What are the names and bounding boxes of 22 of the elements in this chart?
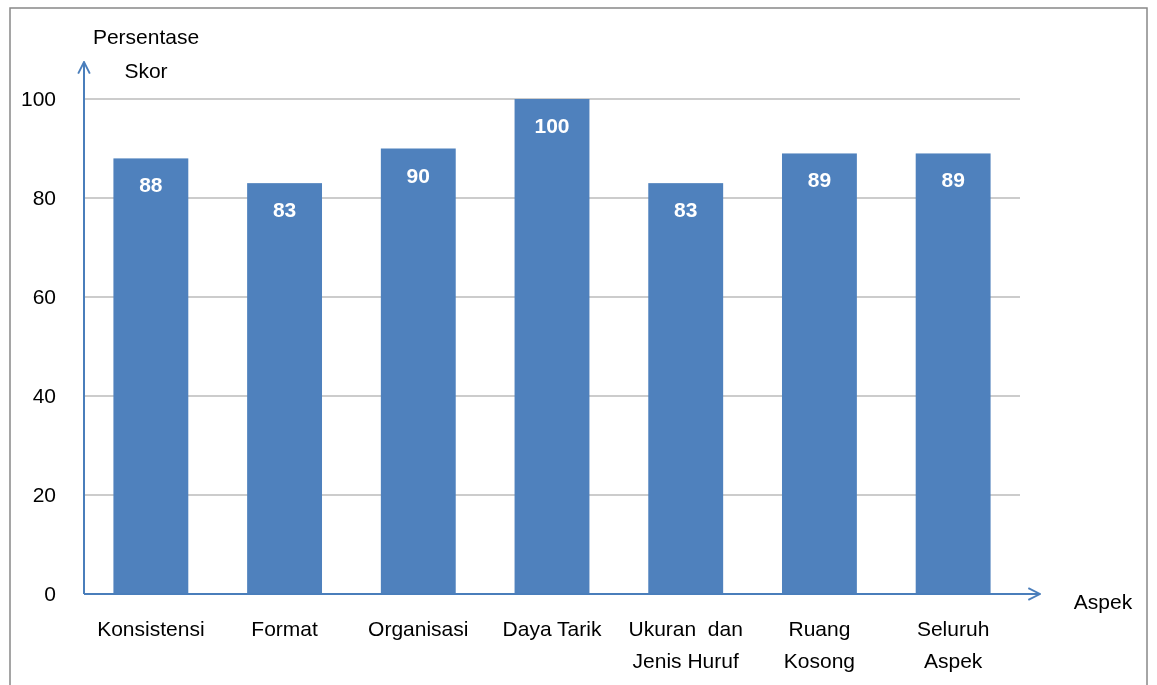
y-tick-label: 100 [20,87,56,111]
data-label: 90 [406,163,430,187]
x-tick-label: Format [251,617,318,640]
data-label: 83 [674,198,698,222]
x-axis-title: Aspek [1073,590,1133,613]
x-tick-label: Daya Tarik [502,617,602,640]
x-tick-label: Konsistensi [97,617,205,640]
y-tick-label: 20 [32,483,56,507]
data-label: 88 [139,173,163,197]
data-label: 89 [807,168,832,192]
x-tick-label: Seluruh Aspek [916,617,990,672]
data-label: 83 [272,198,297,222]
x-tick-label: Ruang Kosong [783,617,856,672]
y-axis-title: Persentase Skor [92,25,200,82]
x-tick-label: Organisasi [368,617,469,640]
x-tick-label: Ukuran dan Jenis Huruf [628,617,743,672]
data-label: 100 [534,114,570,137]
y-tick-label: 60 [32,285,56,309]
y-tick-label: 0 [44,582,56,606]
data-label: 89 [941,168,965,192]
y-tick-label: 40 [32,384,56,408]
y-tick-label: 80 [32,186,56,210]
